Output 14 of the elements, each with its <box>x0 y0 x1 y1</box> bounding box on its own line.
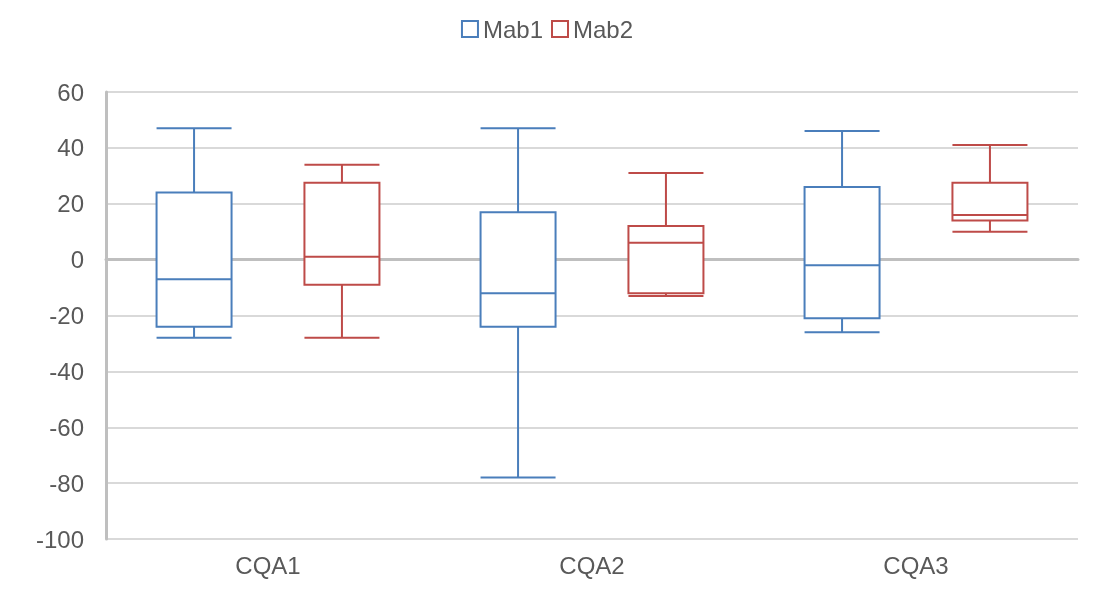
y-tick-label: 60 <box>57 78 84 106</box>
x-tick-label: CQA2 <box>559 551 625 579</box>
y-tick-label: -60 <box>49 413 84 441</box>
x-tick-label: CQA3 <box>883 551 949 579</box>
y-tick-label: -100 <box>35 525 84 553</box>
y-tick-label: -40 <box>49 357 84 385</box>
y-tick-label: -80 <box>49 469 84 497</box>
y-tick-label: 20 <box>57 190 84 218</box>
y-tick-label: 0 <box>70 246 84 274</box>
y-tick-label: -20 <box>49 302 84 329</box>
x-tick-label: CQA1 <box>235 551 301 579</box>
legend-label: Mab1 <box>482 15 544 43</box>
legend-label: Mab2 <box>573 15 634 43</box>
y-tick-label: 40 <box>57 134 84 162</box>
